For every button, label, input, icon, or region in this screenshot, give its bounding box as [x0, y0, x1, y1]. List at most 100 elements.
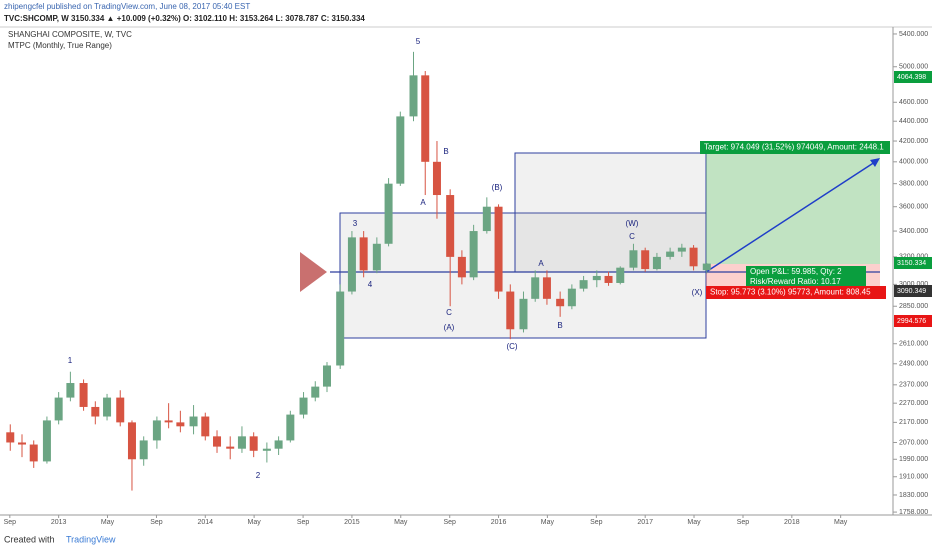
candle-body [29, 444, 38, 462]
x-tick-label: May [541, 519, 555, 526]
price-label: 2994.576 [897, 318, 926, 325]
wave-label: A [538, 259, 544, 268]
footer-created: Created with [4, 534, 55, 544]
candle-body [286, 414, 295, 441]
candle-body [359, 237, 368, 271]
price-label-box [894, 257, 932, 269]
candle-body [164, 420, 173, 423]
candle-body [311, 386, 320, 398]
candle-body [604, 275, 613, 283]
y-tick-label: 1758.000 [899, 509, 928, 516]
chart-title: SHANGHAI COMPOSITE, W, TVC [8, 30, 132, 39]
candle-body [666, 251, 675, 257]
y-tick-label: 2610.000 [899, 341, 928, 348]
wave-label: 2 [256, 471, 261, 480]
candle-body [409, 75, 418, 117]
wave-label: (A) [444, 323, 455, 332]
price-label: 3150.334 [897, 260, 926, 267]
candle-body [299, 397, 308, 415]
candle-body [702, 263, 711, 271]
price-label-box [894, 71, 932, 83]
candle-body [249, 436, 258, 451]
candle-body [677, 247, 686, 252]
x-tick-label: 2013 [51, 519, 67, 526]
y-tick-label: 5000.000 [899, 64, 928, 71]
wave-label: C [446, 308, 452, 317]
wave-label: (B) [492, 183, 503, 192]
candle-body [579, 280, 588, 289]
y-tick-label: 3400.000 [899, 228, 928, 235]
candle-body [226, 446, 235, 449]
price-label-box [894, 285, 932, 297]
y-tick-label: 1830.000 [899, 492, 928, 499]
candle-body [652, 256, 661, 270]
x-tick-label: Sep [297, 519, 310, 526]
wave-label: (C) [506, 342, 517, 351]
candle-body [42, 420, 51, 462]
x-tick-label: May [247, 519, 261, 526]
candle-body [567, 288, 576, 307]
x-tick-label: May [834, 519, 848, 526]
candle-body [189, 416, 198, 427]
stop-label-box [706, 286, 886, 299]
candle-body [494, 206, 503, 292]
projection-arrow [705, 159, 879, 273]
target-zone [706, 153, 880, 264]
footer-brand[interactable]: TradingView [66, 534, 116, 544]
x-tick-label: 2016 [491, 519, 507, 526]
candle-body [139, 440, 148, 460]
candle-body [66, 383, 75, 398]
candle-body [336, 291, 345, 366]
y-tick-label: 3800.000 [899, 181, 928, 188]
wave-label: A [420, 198, 426, 207]
target-label-box [700, 141, 890, 154]
y-tick-label: 3000.000 [899, 281, 928, 288]
candle-body [54, 397, 63, 421]
target-label: Target: 974.049 (31.52%) 974049, Amount:… [704, 143, 884, 152]
wave-label: (X) [692, 288, 703, 297]
x-tick-label: 2015 [344, 519, 360, 526]
range-box [514, 152, 707, 273]
y-tick-label: 1990.000 [899, 456, 928, 463]
candle-body [237, 436, 246, 449]
candle-body [262, 448, 271, 451]
y-tick-label: 1910.000 [899, 474, 928, 481]
candle-body [616, 267, 625, 283]
pnl-label: Open P&L: 59.985, Qty: 2 [750, 267, 842, 276]
wave-label: 4 [368, 280, 373, 289]
x-tick-label: 2014 [197, 519, 213, 526]
wave-label: B [443, 147, 448, 156]
candle-body [17, 442, 26, 445]
candle-body [469, 231, 478, 278]
x-tick-label: 2017 [637, 519, 653, 526]
candle-body [152, 420, 161, 441]
candle-body [116, 397, 125, 423]
wave-label: C [629, 232, 635, 241]
candle-body [372, 243, 381, 271]
wave-label: B [557, 321, 562, 330]
y-tick-label: 2070.000 [899, 439, 928, 446]
wave-label: 3 [353, 219, 358, 228]
candle-body [531, 277, 540, 299]
y-tick-label: 3600.000 [899, 204, 928, 211]
publisher: zhipengcfel published on TradingView.com… [4, 2, 250, 11]
price-label: 3090.349 [897, 288, 926, 295]
candle-body [641, 250, 650, 270]
candle-body [432, 161, 441, 196]
x-tick-label: May [101, 519, 115, 526]
candle-body [322, 365, 331, 387]
candle-body [519, 298, 528, 330]
y-tick-label: 2850.000 [899, 303, 928, 310]
price-label-box [894, 315, 932, 327]
candle-body [384, 183, 393, 244]
candle-body [457, 256, 466, 278]
x-tick-label: Sep [443, 519, 456, 526]
y-tick-label: 2370.000 [899, 382, 928, 389]
y-tick-label: 4200.000 [899, 138, 928, 145]
candle-body [347, 237, 356, 292]
ratio-label: Risk/Reward Ratio: 10.17 [750, 277, 841, 286]
x-tick-label: May [687, 519, 701, 526]
y-tick-label: 2170.000 [899, 419, 928, 426]
wave-label: (W) [626, 219, 639, 228]
x-tick-label: 2018 [784, 519, 800, 526]
